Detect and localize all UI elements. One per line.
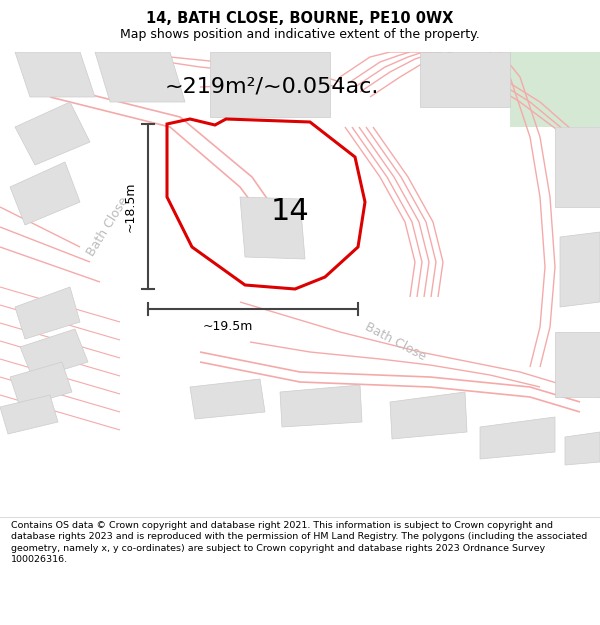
Text: Bath Close: Bath Close — [362, 321, 428, 364]
Polygon shape — [15, 102, 90, 165]
Polygon shape — [555, 332, 600, 397]
Polygon shape — [565, 432, 600, 465]
Polygon shape — [10, 362, 72, 407]
Polygon shape — [10, 162, 80, 225]
Text: ~19.5m: ~19.5m — [203, 321, 253, 334]
Polygon shape — [555, 127, 600, 207]
Text: 14, BATH CLOSE, BOURNE, PE10 0WX: 14, BATH CLOSE, BOURNE, PE10 0WX — [146, 11, 454, 26]
Polygon shape — [95, 52, 185, 102]
Polygon shape — [560, 232, 600, 307]
Text: ~219m²/~0.054ac.: ~219m²/~0.054ac. — [165, 77, 379, 97]
Polygon shape — [420, 52, 510, 107]
Text: Bath Close: Bath Close — [85, 195, 131, 259]
Polygon shape — [240, 197, 305, 259]
Polygon shape — [510, 52, 600, 127]
Polygon shape — [480, 417, 555, 459]
Text: Map shows position and indicative extent of the property.: Map shows position and indicative extent… — [120, 28, 480, 41]
Polygon shape — [20, 329, 88, 379]
Polygon shape — [15, 287, 80, 339]
Polygon shape — [15, 52, 95, 97]
Polygon shape — [190, 379, 265, 419]
Text: 14: 14 — [271, 198, 310, 226]
Text: Contains OS data © Crown copyright and database right 2021. This information is : Contains OS data © Crown copyright and d… — [11, 521, 587, 564]
Polygon shape — [390, 392, 467, 439]
Polygon shape — [210, 52, 330, 117]
Polygon shape — [280, 385, 362, 427]
Polygon shape — [0, 395, 58, 434]
Text: ~18.5m: ~18.5m — [124, 181, 137, 232]
